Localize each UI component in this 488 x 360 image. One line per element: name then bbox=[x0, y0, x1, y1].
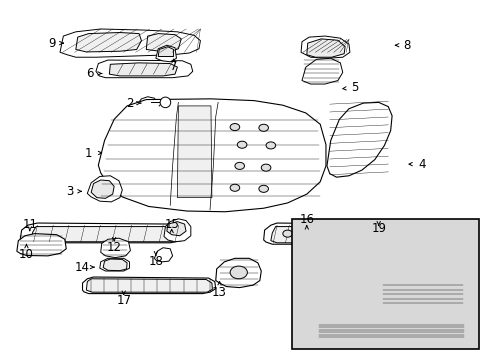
Circle shape bbox=[305, 252, 321, 263]
Bar bbox=[292, 219, 478, 349]
Circle shape bbox=[230, 266, 247, 279]
Polygon shape bbox=[326, 102, 391, 177]
Polygon shape bbox=[177, 106, 211, 198]
Polygon shape bbox=[91, 180, 114, 198]
Circle shape bbox=[237, 141, 246, 148]
Text: 4: 4 bbox=[417, 158, 425, 171]
Text: 5: 5 bbox=[350, 81, 358, 94]
Text: 19: 19 bbox=[370, 222, 386, 235]
Polygon shape bbox=[158, 47, 173, 57]
Circle shape bbox=[417, 242, 432, 253]
Circle shape bbox=[230, 184, 239, 191]
Circle shape bbox=[261, 164, 270, 171]
Polygon shape bbox=[311, 286, 366, 303]
Text: 14: 14 bbox=[75, 261, 90, 274]
Polygon shape bbox=[166, 222, 185, 236]
Text: 15: 15 bbox=[164, 217, 179, 231]
Circle shape bbox=[321, 243, 328, 249]
Polygon shape bbox=[156, 45, 176, 62]
Text: 17: 17 bbox=[116, 294, 131, 307]
Polygon shape bbox=[20, 223, 186, 243]
Polygon shape bbox=[60, 29, 200, 57]
Text: 18: 18 bbox=[148, 255, 163, 268]
Circle shape bbox=[258, 124, 268, 131]
Text: 1: 1 bbox=[85, 147, 92, 160]
Circle shape bbox=[309, 243, 317, 249]
Circle shape bbox=[428, 242, 444, 253]
Circle shape bbox=[305, 241, 321, 252]
Circle shape bbox=[364, 230, 373, 237]
Circle shape bbox=[421, 245, 428, 251]
Text: 8: 8 bbox=[403, 39, 410, 52]
Polygon shape bbox=[154, 248, 172, 262]
Polygon shape bbox=[378, 282, 464, 306]
Circle shape bbox=[234, 162, 244, 170]
Circle shape bbox=[432, 245, 440, 251]
Text: 2: 2 bbox=[125, 96, 133, 109]
Text: 16: 16 bbox=[299, 213, 314, 226]
Polygon shape bbox=[311, 322, 468, 339]
Polygon shape bbox=[270, 226, 387, 243]
Circle shape bbox=[317, 252, 332, 263]
Polygon shape bbox=[302, 58, 342, 84]
Text: 10: 10 bbox=[19, 248, 34, 261]
Circle shape bbox=[317, 241, 332, 252]
Polygon shape bbox=[215, 258, 261, 288]
Polygon shape bbox=[146, 33, 181, 52]
Polygon shape bbox=[138, 97, 157, 107]
Polygon shape bbox=[96, 60, 192, 78]
Polygon shape bbox=[109, 63, 177, 76]
Polygon shape bbox=[82, 277, 215, 294]
Polygon shape bbox=[17, 234, 66, 256]
Circle shape bbox=[282, 230, 292, 237]
Text: 9: 9 bbox=[48, 37, 56, 50]
Polygon shape bbox=[100, 258, 129, 271]
Circle shape bbox=[309, 255, 317, 260]
Polygon shape bbox=[87, 176, 122, 202]
Circle shape bbox=[265, 142, 275, 149]
Circle shape bbox=[306, 230, 316, 237]
Polygon shape bbox=[101, 238, 130, 258]
Ellipse shape bbox=[160, 97, 170, 108]
Text: 12: 12 bbox=[106, 240, 122, 253]
Polygon shape bbox=[86, 279, 212, 292]
Text: 7: 7 bbox=[169, 60, 177, 73]
Polygon shape bbox=[306, 39, 345, 57]
Polygon shape bbox=[103, 259, 127, 271]
Circle shape bbox=[321, 255, 328, 260]
Polygon shape bbox=[31, 226, 177, 242]
Circle shape bbox=[335, 230, 345, 237]
Text: 13: 13 bbox=[212, 286, 226, 299]
Text: 11: 11 bbox=[22, 217, 37, 231]
Circle shape bbox=[230, 123, 239, 131]
Text: 6: 6 bbox=[86, 67, 94, 80]
Polygon shape bbox=[301, 36, 349, 58]
Polygon shape bbox=[98, 99, 325, 212]
Polygon shape bbox=[306, 282, 369, 306]
Polygon shape bbox=[76, 32, 141, 52]
Circle shape bbox=[258, 185, 268, 192]
Polygon shape bbox=[263, 223, 391, 244]
Text: 3: 3 bbox=[66, 185, 73, 198]
Polygon shape bbox=[163, 219, 190, 242]
